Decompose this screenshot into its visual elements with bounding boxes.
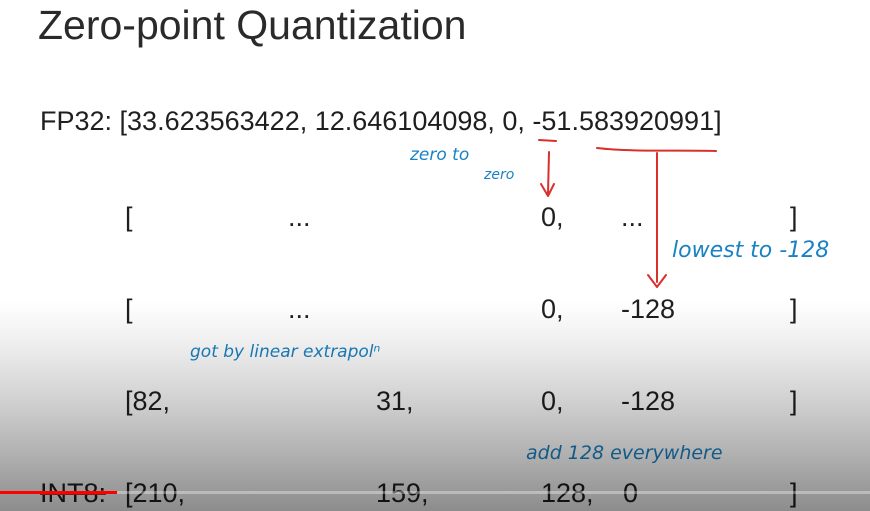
int8-close: ]	[790, 478, 798, 508]
int8-col2: 128,	[541, 478, 594, 508]
lowest-arrow-head	[647, 274, 667, 288]
row-1-col3: ...	[621, 202, 644, 232]
slide-title: Zero-point Quantization	[38, 2, 467, 48]
row-3-open: [82,	[125, 386, 171, 416]
row-2-close: ]	[790, 294, 798, 324]
lowest-underline	[596, 147, 717, 152]
fp32-line: FP32: [33.623563422, 12.646104098, 0, -5…	[40, 106, 722, 136]
row-2-col2: 0,	[541, 294, 564, 324]
row-3-close: ]	[790, 386, 798, 416]
row-1-open: [	[125, 202, 133, 232]
int8-open: [210,	[125, 478, 186, 508]
row-3-col1: 31,	[376, 386, 414, 416]
annotation-zero-to-zero-line2: zero	[484, 167, 515, 183]
row-1-close: ]	[790, 202, 798, 232]
annotation-lowest: lowest to -128	[672, 238, 830, 263]
zero-arrow-head	[540, 183, 555, 197]
row-2-col1: ...	[288, 294, 311, 324]
row-3-col2: 0,	[541, 386, 564, 416]
zero-arrow-shaft	[547, 151, 550, 195]
annotation-linear: got by linear extrapolⁿ	[190, 342, 381, 362]
int8-col1: 159,	[376, 478, 429, 508]
annotation-add-128: add 128 everywhere	[526, 442, 723, 464]
video-progress-bar[interactable]	[0, 491, 870, 494]
zero-underline	[538, 139, 557, 142]
row-2-open: [	[125, 294, 133, 324]
int8-col3: 0	[623, 478, 639, 508]
row-1-col2: 0,	[541, 202, 564, 232]
video-progress-fill	[0, 491, 118, 494]
row-2-col3: -128	[621, 294, 676, 324]
annotation-zero-to-zero-line1: zero to	[410, 145, 470, 165]
row-1-col1: ...	[288, 202, 311, 232]
row-3-col3: -128	[621, 386, 676, 416]
